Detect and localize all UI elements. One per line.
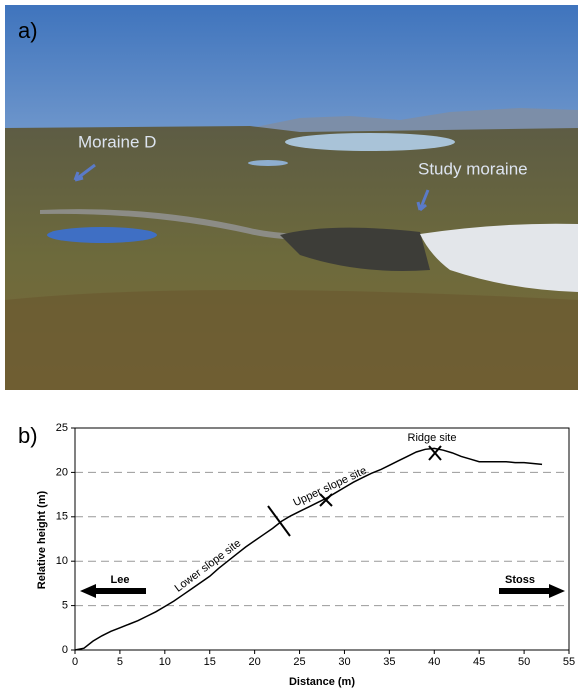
y-tick-label: 25 — [56, 422, 68, 434]
annotations: Ridge site Upper slope site Lower slope … — [80, 432, 565, 598]
x-tick-label: 50 — [518, 656, 530, 668]
lake — [285, 133, 455, 151]
arrow — [416, 189, 430, 212]
arrow — [80, 584, 146, 598]
photo-label: Moraine D — [78, 132, 156, 151]
panel-label: b) — [18, 423, 38, 448]
x-tick-label: 20 — [249, 656, 261, 668]
divider — [267, 505, 291, 537]
y-tick-label: 5 — [62, 600, 68, 612]
pond — [47, 227, 157, 243]
glacier — [420, 223, 578, 292]
x-tick-label: 15 — [204, 656, 216, 668]
annotation: Lee — [111, 574, 130, 586]
x-tick-label: 10 — [159, 656, 171, 668]
x-tick-label: 5 — [117, 656, 123, 668]
moraine — [280, 227, 430, 271]
x-tick-label: 45 — [473, 656, 485, 668]
y-tick-label: 10 — [56, 555, 68, 567]
site-marker — [428, 445, 442, 461]
photo-label: Study moraine — [418, 159, 528, 178]
annotation: Lower slope site — [173, 537, 244, 594]
annotation: Ridge site — [408, 432, 457, 444]
annotation: Upper slope site — [291, 465, 368, 509]
y-tick-label: 20 — [56, 466, 68, 478]
arrow — [73, 163, 96, 182]
x-tick-label: 25 — [293, 656, 305, 668]
x-tick-label: 35 — [383, 656, 395, 668]
y-axis-label: Relative height (m) — [36, 490, 48, 589]
x-tick-label: 40 — [428, 656, 440, 668]
plot: 0 5 10 15 20 25 0 5 10 15 20 25 30 35 40 45 50 55 — [56, 422, 575, 668]
profile-line — [74, 447, 543, 651]
pond — [248, 160, 288, 166]
x-tick-label: 30 — [338, 656, 350, 668]
annotation: Stoss — [505, 574, 535, 586]
plot-frame — [74, 427, 570, 651]
panel-label: a) — [18, 18, 38, 43]
y-tick-label: 15 — [56, 511, 68, 523]
foreground — [5, 290, 578, 390]
x-axis-label: Distance (m) — [289, 676, 355, 688]
y-tick-label: 0 — [62, 644, 68, 656]
river — [40, 209, 420, 243]
x-tick-label: 55 — [563, 656, 575, 668]
x-tick-label: 0 — [72, 656, 78, 668]
site-marker — [319, 493, 333, 507]
photo: Moraine D Study moraine a) — [5, 5, 578, 390]
arrow — [499, 584, 565, 598]
